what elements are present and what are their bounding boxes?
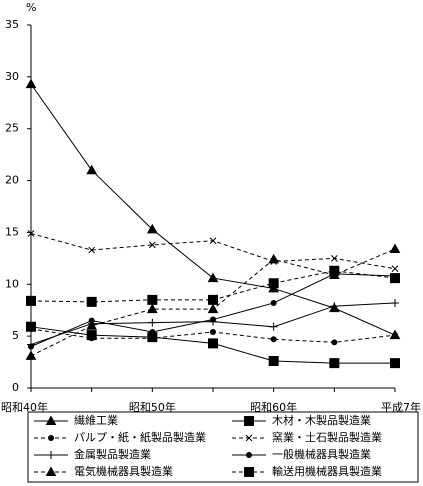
marker <box>146 303 158 314</box>
marker <box>331 339 338 346</box>
marker <box>390 273 400 284</box>
marker <box>244 467 254 477</box>
marker <box>268 356 279 367</box>
y-tick-label: 15 <box>5 225 19 238</box>
marker <box>207 303 219 314</box>
marker <box>149 335 156 342</box>
marker <box>86 164 98 175</box>
marker <box>391 298 399 307</box>
marker <box>246 452 252 458</box>
marker <box>389 243 401 254</box>
marker <box>147 294 158 305</box>
marker <box>390 358 400 369</box>
marker <box>88 246 96 254</box>
legend-label: 金属製品製造業 <box>74 447 151 461</box>
legend-box <box>27 411 419 483</box>
y-axis-label: % <box>26 1 36 14</box>
legend-label: 繊維工業 <box>74 414 118 427</box>
marker <box>329 358 340 369</box>
marker <box>391 265 399 273</box>
marker <box>149 328 156 335</box>
marker <box>86 296 97 307</box>
y-tick-label: 25 <box>5 122 19 135</box>
legend-label: 一般機械器具製造業 <box>272 447 371 461</box>
marker <box>208 338 218 349</box>
marker <box>47 451 55 459</box>
marker <box>270 299 277 306</box>
x-tick-label: 昭和40年 <box>1 400 48 414</box>
marker <box>25 78 37 89</box>
x-tick-label: 平成7年 <box>381 400 421 414</box>
marker <box>245 434 253 442</box>
marker <box>25 350 37 360</box>
marker <box>28 343 34 350</box>
marker <box>269 322 278 331</box>
marker <box>45 466 57 476</box>
marker <box>28 325 34 332</box>
x-tick-label: 昭和50年 <box>129 400 176 414</box>
marker <box>270 336 277 343</box>
marker <box>210 316 216 323</box>
legend-label: 輸送用機械器具製造業 <box>272 464 382 478</box>
marker <box>45 415 57 425</box>
y-tick-label: 5 <box>12 329 19 342</box>
marker <box>207 272 219 283</box>
legend-label: 電気機械器具製造業 <box>74 464 173 478</box>
marker <box>392 332 398 339</box>
marker <box>268 253 280 264</box>
marker <box>148 241 156 249</box>
y-tick-label: 30 <box>5 70 19 83</box>
marker <box>208 294 218 305</box>
marker <box>146 223 158 234</box>
marker <box>329 265 340 276</box>
x-tick-label: 昭和60年 <box>250 400 297 414</box>
y-tick-label: 35 <box>5 18 19 31</box>
series-line <box>30 232 396 270</box>
legend-label: 木材・木製品製造業 <box>272 413 371 427</box>
marker <box>210 328 216 335</box>
y-tick-label: 10 <box>5 277 19 290</box>
marker <box>26 295 36 306</box>
marker <box>244 416 254 426</box>
marker <box>27 230 35 237</box>
marker <box>148 318 157 327</box>
marker <box>209 237 217 245</box>
marker <box>330 302 339 311</box>
marker <box>48 435 54 441</box>
marker <box>88 335 95 342</box>
y-tick-label: 0 <box>12 381 19 394</box>
marker <box>86 320 98 330</box>
marker <box>268 278 279 289</box>
y-tick-label: 20 <box>5 174 19 187</box>
legend-label: パルプ・紙・紙製品製造業 <box>74 430 206 444</box>
legend-label: 窯業・土石製品製造業 <box>272 430 382 444</box>
marker <box>330 255 338 262</box>
